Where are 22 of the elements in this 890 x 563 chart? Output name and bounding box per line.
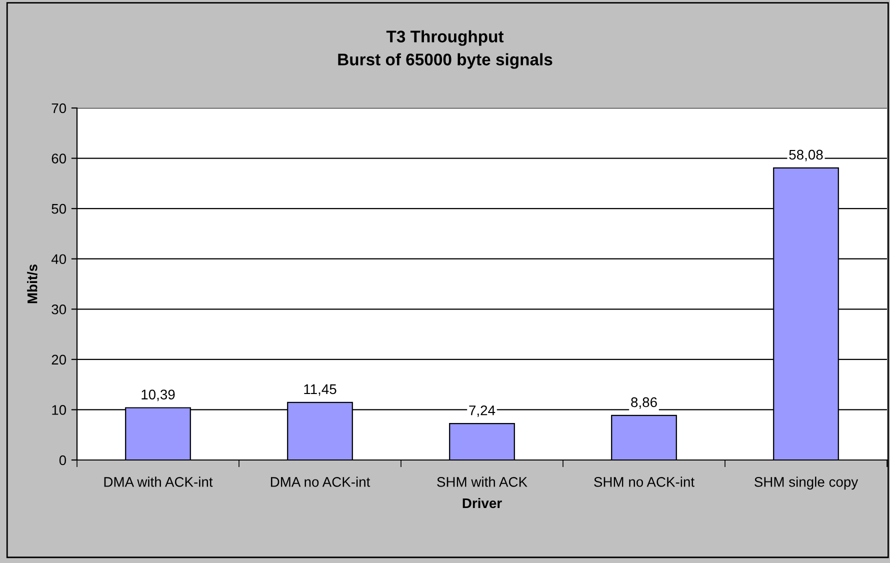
data-label: 11,45	[304, 384, 336, 396]
y-tick-label: 50	[52, 204, 66, 214]
y-tick-label: 70	[52, 103, 66, 114]
y-tick-label: 40	[51, 254, 66, 264]
x-tick-label: SHM no ACK-int	[594, 476, 694, 487]
data-label: 58,08	[789, 150, 823, 162]
y-tick-label: 30	[52, 304, 66, 314]
data-label: 8,86	[631, 397, 657, 409]
x-tick-label: DMA with ACK-int	[104, 476, 213, 487]
y-axis-title: Mbit/s	[27, 264, 38, 304]
y-tick-label: 0	[59, 455, 66, 466]
y-tick-label: 20	[52, 354, 66, 365]
data-label: 10,39	[142, 390, 175, 402]
chart-title: T3 Throughput	[386, 30, 504, 46]
x-axis-title: Driver	[462, 498, 502, 508]
x-tick-label: DMA no ACK-int	[270, 476, 370, 487]
chart-subtitle: Burst of 65000 byte signals	[338, 53, 552, 69]
y-tick-label: 10	[52, 405, 66, 415]
data-label: 7,24	[469, 405, 496, 417]
x-tick-label: SHM single copy	[754, 476, 858, 490]
y-tick-label: 60	[52, 154, 66, 164]
x-tick-label: SHM with ACK	[437, 476, 528, 487]
